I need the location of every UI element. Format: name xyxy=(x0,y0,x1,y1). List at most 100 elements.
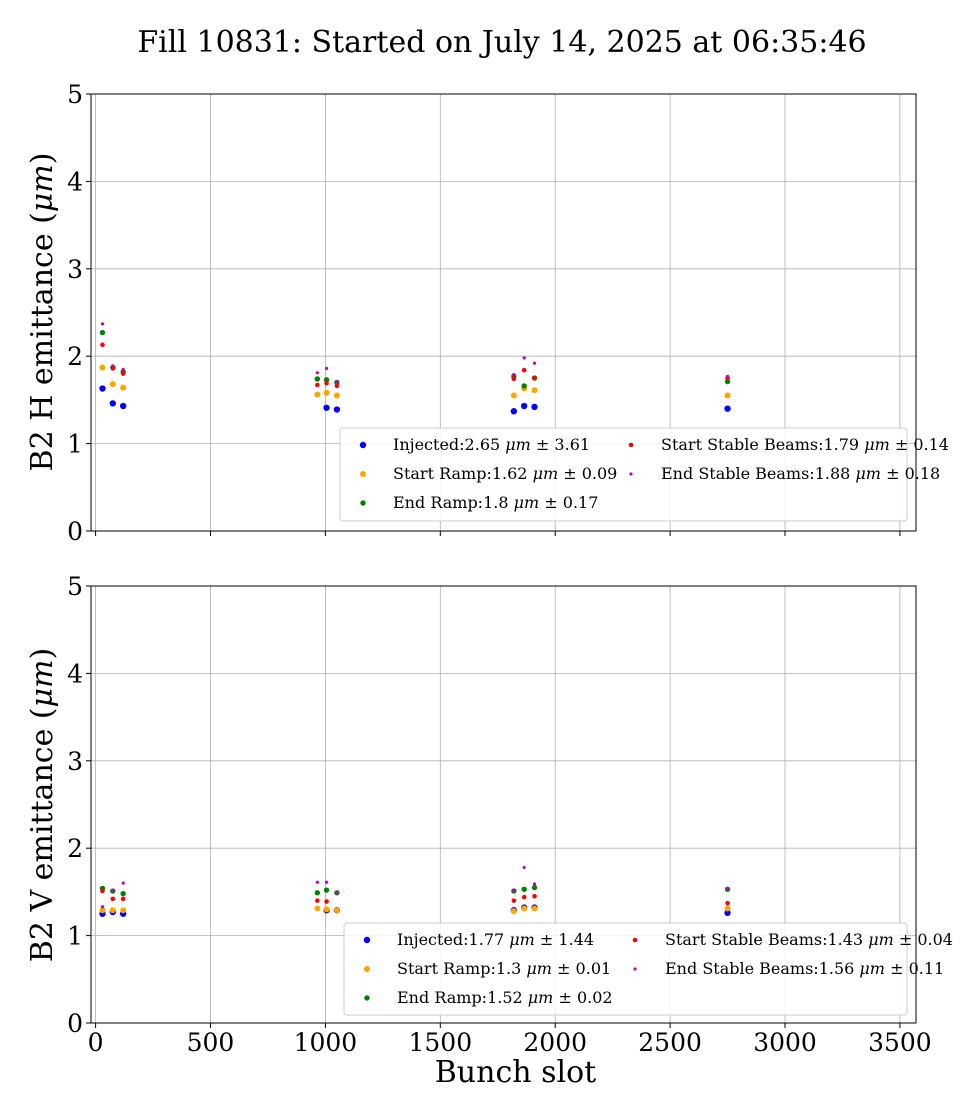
series-start-ramp xyxy=(99,364,731,399)
legend-entry: Injected:2.65 μm ± 3.61 xyxy=(393,435,590,454)
legend-marker xyxy=(364,995,370,1001)
data-point xyxy=(324,380,329,386)
data-point xyxy=(510,392,517,399)
data-point xyxy=(315,371,319,375)
legend-marker xyxy=(364,966,370,972)
data-point xyxy=(323,906,330,913)
series-end-stable-beams xyxy=(100,865,730,909)
data-point xyxy=(100,888,105,894)
data-point xyxy=(323,389,330,396)
data-point xyxy=(109,907,116,914)
x-tick-label: 0 xyxy=(88,1028,104,1057)
data-point xyxy=(522,865,526,870)
legend-box xyxy=(339,427,908,522)
series-injected xyxy=(99,385,731,415)
data-point xyxy=(520,402,528,410)
data-point xyxy=(110,896,116,902)
y-tick-label: 5 xyxy=(67,572,83,601)
data-point xyxy=(724,909,731,917)
data-point xyxy=(532,882,537,886)
data-point xyxy=(521,894,527,900)
data-point xyxy=(511,376,517,382)
legend-marker xyxy=(629,472,633,476)
y-tick-label: 1 xyxy=(67,922,83,951)
legend-marker xyxy=(363,936,371,944)
data-point xyxy=(725,886,730,891)
x-tick-label: 2000 xyxy=(523,1028,587,1057)
data-point xyxy=(531,403,538,411)
legend: Injected:2.65 μm ± 3.61 Start Ramp:1.62 μ… xyxy=(339,427,949,522)
y-tick-label: 3 xyxy=(67,255,83,284)
legend-marker xyxy=(633,967,637,971)
series-end-ramp xyxy=(99,884,731,897)
x-axis-label: Bunch slot xyxy=(435,1055,596,1090)
series-end-ramp xyxy=(99,329,731,389)
data-point xyxy=(120,896,126,902)
data-point xyxy=(531,884,538,891)
legend-marker xyxy=(359,441,367,449)
data-point xyxy=(99,329,106,336)
legend-entry: Start Stable Beams:1.79 μm ± 0.14 xyxy=(661,435,949,454)
data-point xyxy=(120,907,127,914)
series-start-stable-beams xyxy=(100,342,730,389)
data-point xyxy=(99,385,106,392)
data-point xyxy=(521,367,527,373)
data-point xyxy=(314,391,321,398)
data-point xyxy=(109,381,116,388)
panel-2: 0 500 1000 1500 2000 2500 3000 3500 0 1 2 3 4 5 B2 V e… xyxy=(25,572,953,1090)
x-tick-label: 1000 xyxy=(294,1028,358,1057)
data-point xyxy=(121,881,125,885)
data-point xyxy=(511,898,517,903)
data-point xyxy=(510,908,517,915)
series-injected xyxy=(99,904,731,917)
data-point xyxy=(324,899,329,904)
x-tick-label: 1500 xyxy=(408,1028,472,1057)
data-point xyxy=(532,375,537,381)
data-point xyxy=(335,380,339,385)
data-point xyxy=(522,356,526,360)
data-point xyxy=(324,366,329,371)
data-point xyxy=(315,880,319,884)
x-tick-label: 3000 xyxy=(753,1028,817,1057)
legend-box xyxy=(343,922,908,1016)
x-tick-label: 2500 xyxy=(638,1028,702,1057)
data-point xyxy=(323,404,330,411)
data-point xyxy=(120,384,127,391)
data-point xyxy=(111,888,115,892)
y-tick-label: 4 xyxy=(67,659,83,688)
data-point xyxy=(100,905,105,909)
y-tick-label: 0 xyxy=(67,1009,83,1038)
data-point xyxy=(100,342,105,348)
data-point xyxy=(531,905,538,912)
data-point xyxy=(314,905,321,912)
legend-entry: Start Ramp:1.3 μm ± 0.01 xyxy=(397,959,611,978)
data-point xyxy=(521,383,527,389)
data-point xyxy=(120,371,126,376)
data-point xyxy=(120,890,126,897)
legend-entry: End Stable Beams:1.88 μm ± 0.18 xyxy=(661,464,940,483)
data-point xyxy=(121,367,125,371)
data-point xyxy=(333,392,340,399)
data-point xyxy=(532,361,537,365)
y-tick-label: 5 xyxy=(67,80,83,109)
data-point xyxy=(725,900,730,906)
series-start-ramp xyxy=(99,905,731,915)
legend-entry: End Ramp:1.8 μm ± 0.17 xyxy=(393,493,598,512)
legend-entry: End Ramp:1.52 μm ± 0.02 xyxy=(397,988,613,1007)
data-point xyxy=(333,406,341,413)
data-point xyxy=(323,887,330,893)
panel-1: 0 1 2 3 4 5 B2 H emittance (μm) Injected:2.65 μ… xyxy=(25,80,949,546)
data-point xyxy=(724,378,731,385)
axes-frame xyxy=(90,585,917,1024)
data-point xyxy=(323,377,330,383)
y-tick-label: 3 xyxy=(67,747,83,776)
data-point xyxy=(334,383,340,389)
data-point xyxy=(99,907,106,914)
data-point xyxy=(724,392,731,399)
data-point xyxy=(111,364,115,368)
legend-marker xyxy=(632,937,638,943)
data-point xyxy=(521,886,527,892)
legend-marker xyxy=(360,500,366,506)
data-point xyxy=(333,907,340,914)
